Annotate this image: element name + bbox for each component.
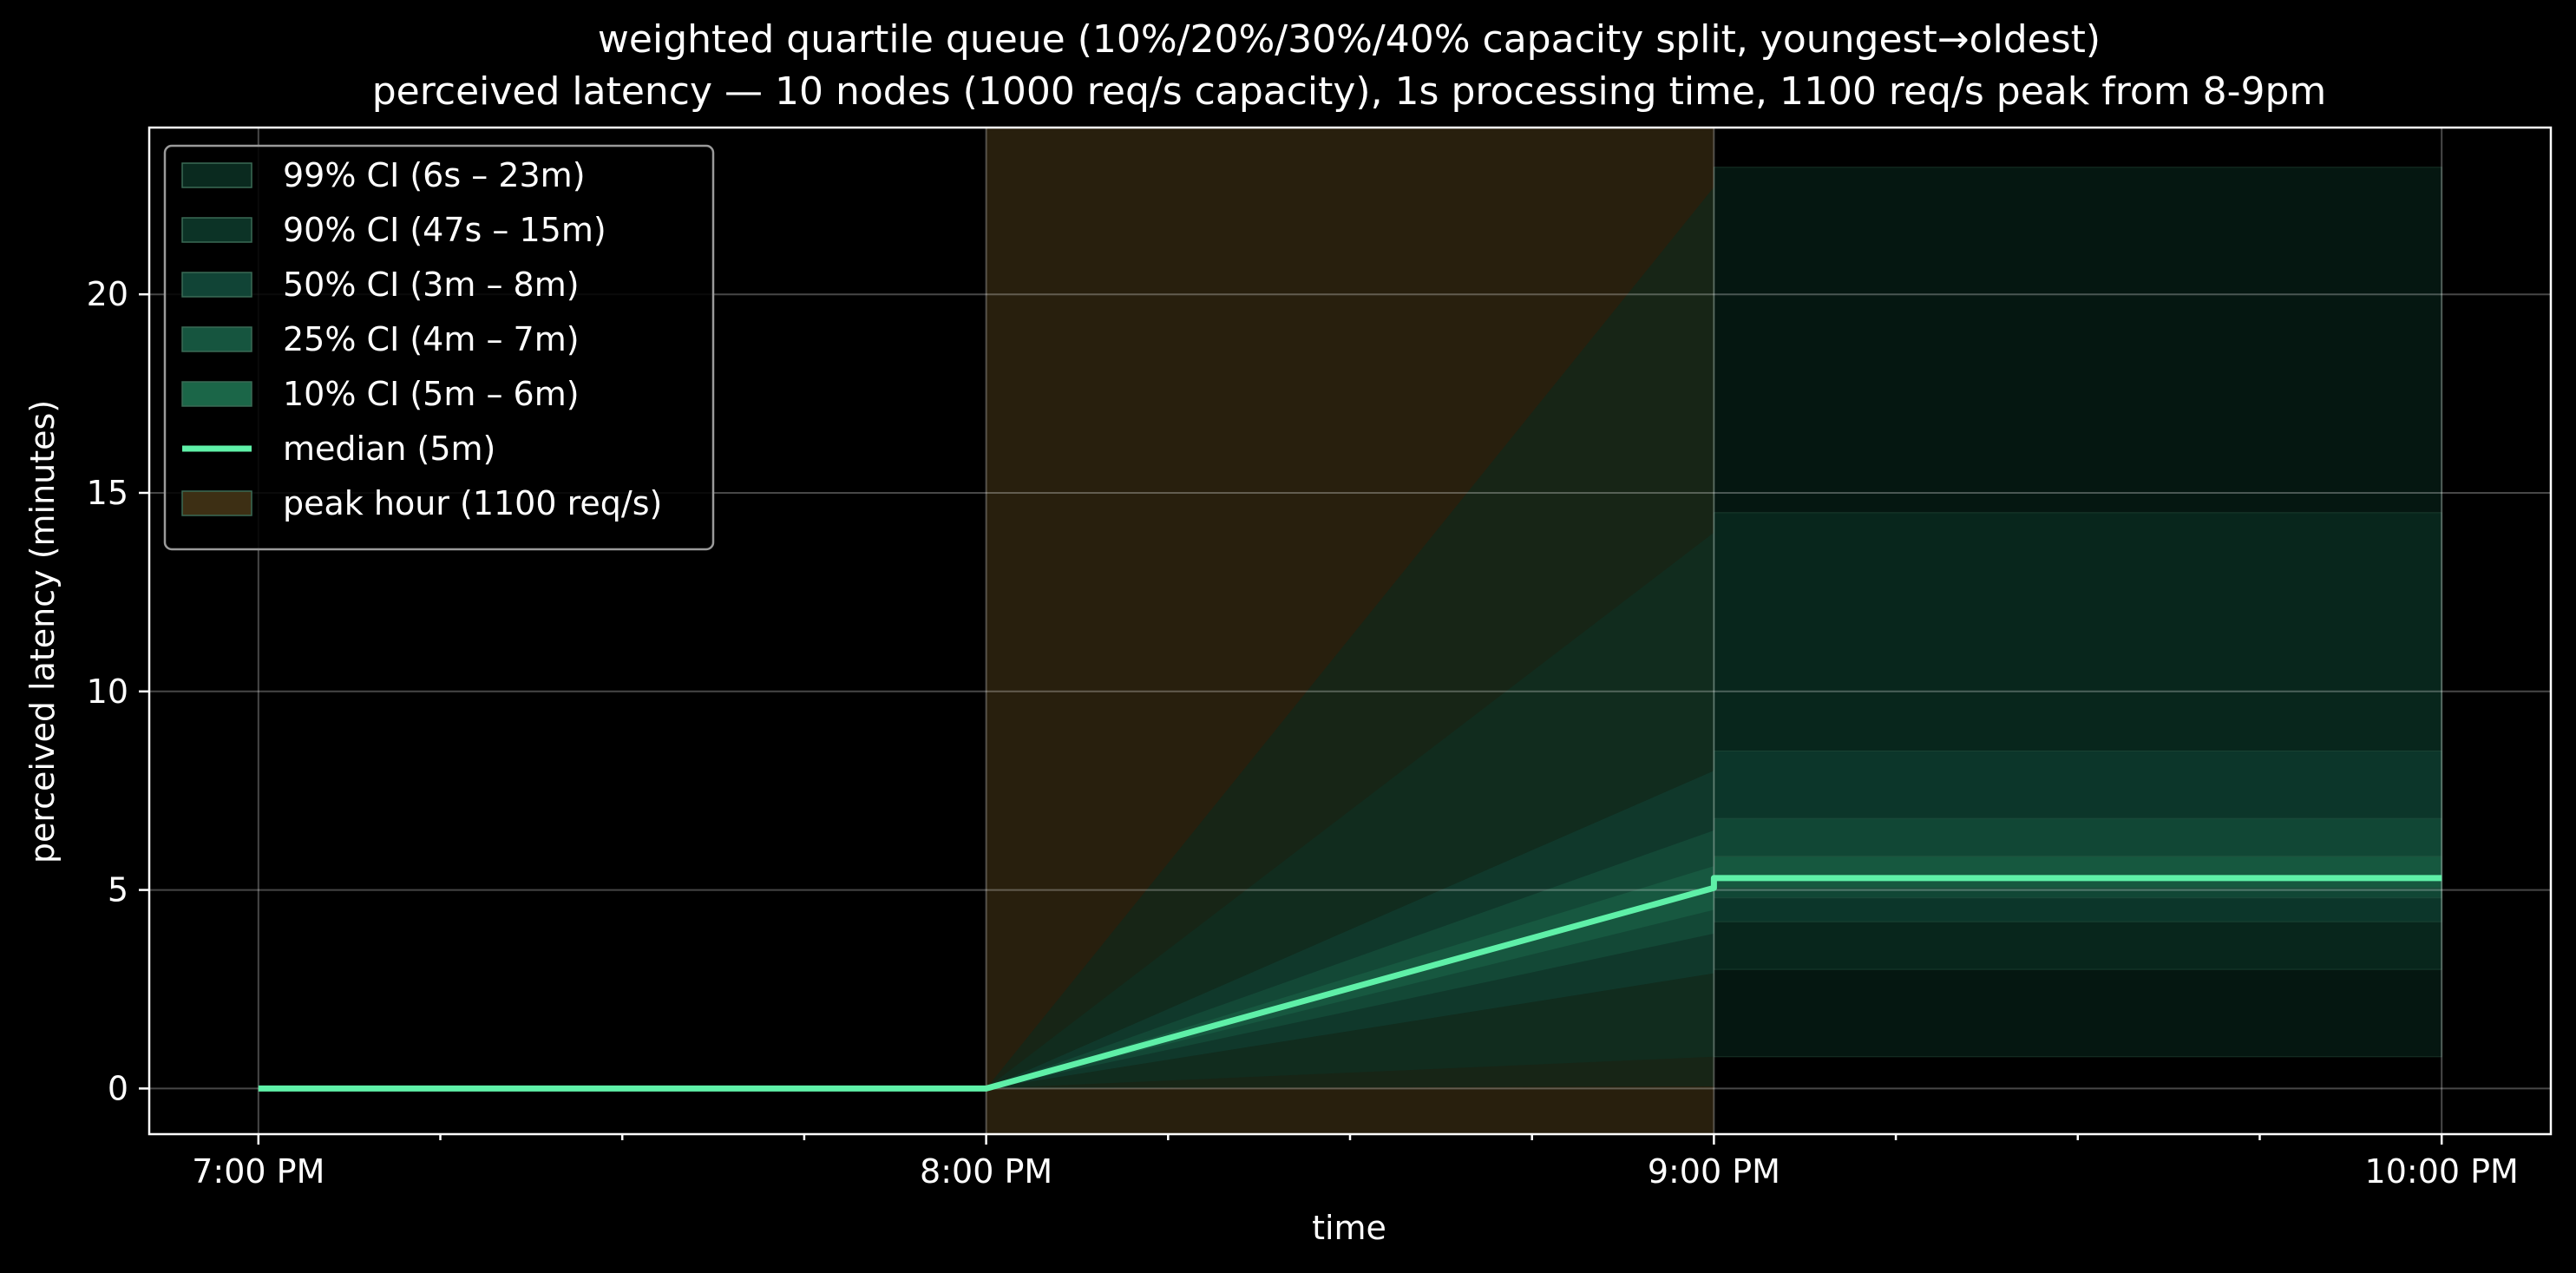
ci-band-4 xyxy=(1713,856,2442,889)
plot-area: 0 5 10 15 20 7:00 PM 8:00 PM 9:00 PM 10:00 PM xyxy=(87,126,2553,1191)
chart-subtitle: perceived latency — 10 nodes (1000 req/s… xyxy=(372,69,2327,114)
y-tick-label: 10 xyxy=(87,673,128,711)
legend-entry-ci-0: 99% CI (6s – 23m) xyxy=(283,156,586,194)
legend: 99% CI (6s – 23m) 90% CI (47s – 15m) 50% C… xyxy=(163,144,715,551)
legend-box xyxy=(163,144,715,551)
legend-entry-ci-3-swatch xyxy=(181,326,252,352)
legend-entry-ci-0-swatch xyxy=(181,162,252,188)
y-tick-label: 20 xyxy=(87,275,128,313)
x-tick-label: 9:00 PM xyxy=(1648,1152,1780,1191)
x-tick-label: 7:00 PM xyxy=(192,1152,324,1191)
median-line xyxy=(258,875,2442,1092)
y-tick-label: 0 xyxy=(108,1069,128,1107)
legend-entry-peak-swatch xyxy=(181,490,252,516)
ci-band-ramp-4 xyxy=(986,866,1714,1089)
x-axis-label: time xyxy=(1312,1209,1386,1247)
legend-entry-ci-1: 90% CI (47s – 15m) xyxy=(283,211,606,249)
x-tick-label: 10:00 PM xyxy=(2365,1152,2519,1191)
legend-entry-median: median (5m) xyxy=(283,430,495,468)
y-tick-label: 15 xyxy=(87,474,128,512)
legend-entry-ci-2: 50% CI (3m – 8m) xyxy=(283,266,580,304)
ci-band-ramp-3 xyxy=(986,830,1714,1089)
chart-title: weighted quartile queue (10%/20%/30%/40%… xyxy=(598,17,2101,62)
y-axis-label: perceived latency (minutes) xyxy=(23,400,62,863)
legend-entry-ci-4-swatch xyxy=(181,381,252,407)
legend-entry-ci-2-swatch xyxy=(181,272,252,298)
x-tick-label: 8:00 PM xyxy=(920,1152,1052,1191)
legend-entry-ci-4: 10% CI (5m – 6m) xyxy=(283,375,580,413)
legend-entry-ci-1-swatch xyxy=(181,217,252,243)
ci-band-ramp-2 xyxy=(986,771,1714,1089)
legend-entry-peak: peak hour (1100 req/s) xyxy=(283,484,662,522)
legend-entry-ci-3: 25% CI (4m – 7m) xyxy=(283,320,580,358)
y-tick-label: 5 xyxy=(108,871,128,909)
